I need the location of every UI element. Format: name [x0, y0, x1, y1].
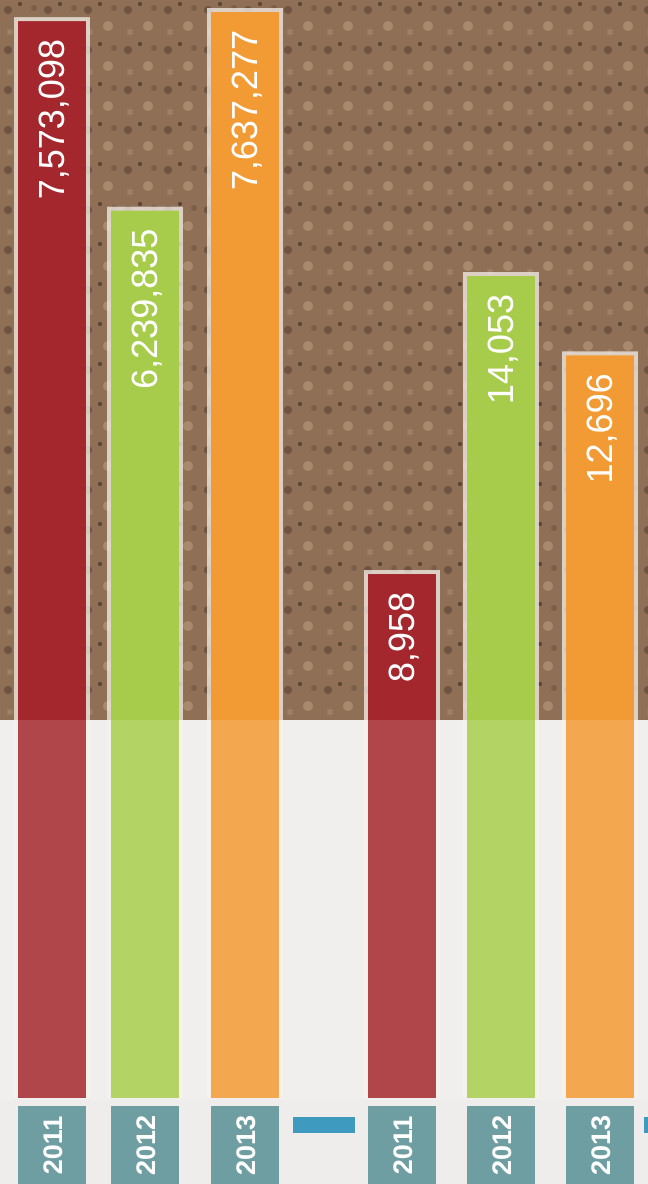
value-label: 6,239,835 — [124, 229, 165, 389]
x-tick-label: 2013 — [586, 1115, 616, 1175]
bar — [566, 355, 634, 1099]
bar — [111, 210, 179, 1098]
x-tick-label: 2012 — [131, 1115, 161, 1175]
value-label: 7,637,277 — [224, 30, 265, 190]
bar — [211, 12, 279, 1098]
x-tick-label: 2012 — [487, 1115, 517, 1175]
overlay — [0, 720, 648, 1100]
separator — [293, 1117, 355, 1133]
value-label: 7,573,098 — [31, 39, 72, 199]
year-box — [368, 1106, 436, 1184]
year-box — [566, 1106, 634, 1184]
x-tick-label: 2011 — [38, 1116, 68, 1175]
bar — [368, 574, 436, 1098]
year-box — [111, 1106, 179, 1184]
year-box — [18, 1106, 86, 1184]
bar — [467, 276, 535, 1098]
value-label: 12,696 — [579, 373, 620, 483]
value-label: 14,053 — [480, 294, 521, 404]
x-tick-label: 2013 — [231, 1115, 261, 1175]
background-soil — [0, 0, 648, 720]
value-label: 8,958 — [381, 592, 422, 682]
x-tick-label: 2011 — [388, 1116, 418, 1175]
separator — [644, 1117, 648, 1133]
year-box — [467, 1106, 535, 1184]
year-box — [211, 1106, 279, 1184]
bar — [18, 21, 86, 1098]
